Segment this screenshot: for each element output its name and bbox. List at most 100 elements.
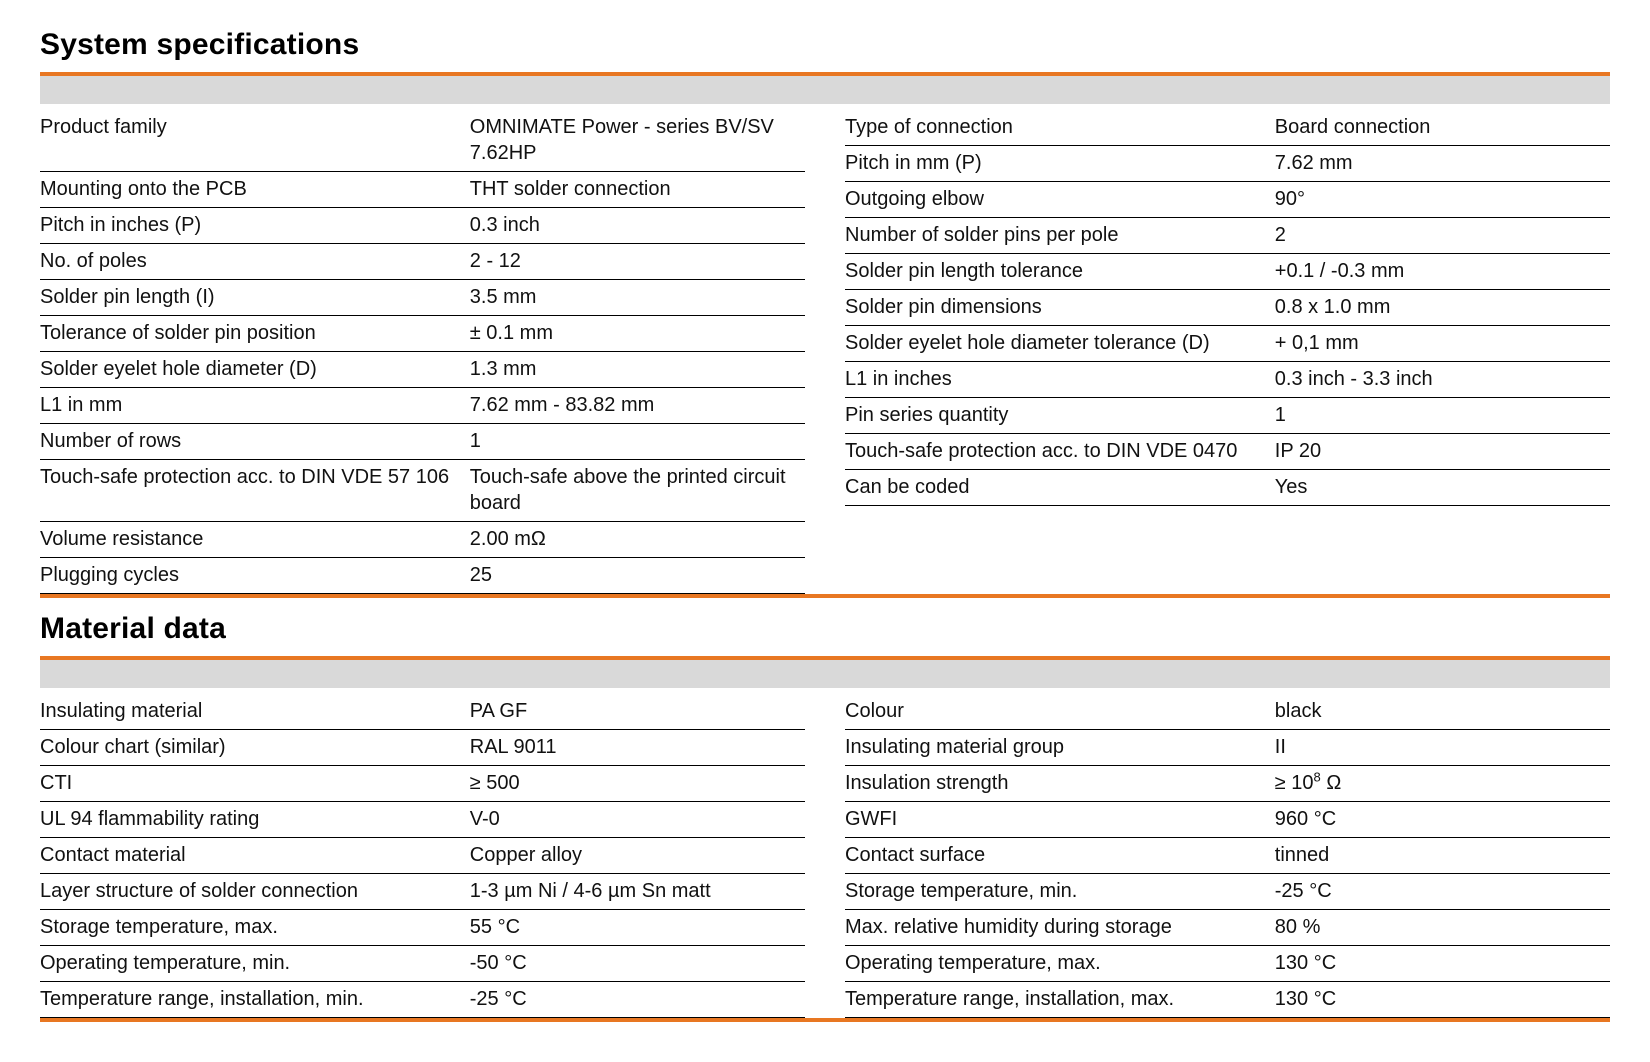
spec-value: OMNIMATE Power - series BV/SV 7.62HP bbox=[470, 110, 805, 171]
spec-label: L1 in mm bbox=[40, 388, 470, 423]
spec-row: No. of poles2 - 12 bbox=[40, 244, 805, 280]
spec-label: Storage temperature, min. bbox=[845, 874, 1275, 909]
spec-value: 7.62 mm - 83.82 mm bbox=[470, 388, 805, 423]
spec-value: 2 - 12 bbox=[470, 244, 805, 279]
spec-row: Solder pin dimensions0.8 x 1.0 mm bbox=[845, 290, 1610, 326]
spec-columns: Product familyOMNIMATE Power - series BV… bbox=[40, 110, 1610, 594]
grey-header-bar bbox=[40, 660, 1610, 688]
spec-label: Number of rows bbox=[40, 424, 470, 459]
spec-row: Pitch in mm (P)7.62 mm bbox=[845, 146, 1610, 182]
spec-label: Can be coded bbox=[845, 470, 1275, 505]
spec-label: Insulating material group bbox=[845, 730, 1275, 765]
spec-value: 7.62 mm bbox=[1275, 146, 1610, 181]
spec-label: Solder pin length tolerance bbox=[845, 254, 1275, 289]
spec-label: Solder pin dimensions bbox=[845, 290, 1275, 325]
spec-label: Solder pin length (I) bbox=[40, 280, 470, 315]
spec-label: Temperature range, installation, max. bbox=[845, 982, 1275, 1017]
spec-label: Touch-safe protection acc. to DIN VDE 04… bbox=[845, 434, 1275, 469]
spec-label: Pitch in mm (P) bbox=[845, 146, 1275, 181]
spec-row: Plugging cycles25 bbox=[40, 558, 805, 594]
spec-value: ≥ 108 Ω bbox=[1275, 766, 1610, 801]
spec-value: 0.3 inch - 3.3 inch bbox=[1275, 362, 1610, 397]
spec-label: Mounting onto the PCB bbox=[40, 172, 470, 207]
spec-value: 55 °C bbox=[470, 910, 805, 945]
spec-row: Storage temperature, max.55 °C bbox=[40, 910, 805, 946]
spec-row: Number of rows1 bbox=[40, 424, 805, 460]
spec-row: Colour chart (similar)RAL 9011 bbox=[40, 730, 805, 766]
spec-row: L1 in inches0.3 inch - 3.3 inch bbox=[845, 362, 1610, 398]
spec-row: Contact surfacetinned bbox=[845, 838, 1610, 874]
spec-row: L1 in mm7.62 mm - 83.82 mm bbox=[40, 388, 805, 424]
spec-value: -50 °C bbox=[470, 946, 805, 981]
spec-value: tinned bbox=[1275, 838, 1610, 873]
spec-label: Pin series quantity bbox=[845, 398, 1275, 433]
spec-value: 0.3 inch bbox=[470, 208, 805, 243]
spec-value: 130 °C bbox=[1275, 946, 1610, 981]
spec-label: Storage temperature, max. bbox=[40, 910, 470, 945]
spec-row: Mounting onto the PCBTHT solder connecti… bbox=[40, 172, 805, 208]
spec-value: 1.3 mm bbox=[470, 352, 805, 387]
spec-row: Solder eyelet hole diameter tolerance (D… bbox=[845, 326, 1610, 362]
spec-value: IP 20 bbox=[1275, 434, 1610, 469]
spec-value: 0.8 x 1.0 mm bbox=[1275, 290, 1610, 325]
spec-value: -25 °C bbox=[470, 982, 805, 1017]
spec-value: 960 °C bbox=[1275, 802, 1610, 837]
spec-value: PA GF bbox=[470, 694, 805, 729]
spec-row: CTI≥ 500 bbox=[40, 766, 805, 802]
spec-label: Tolerance of solder pin position bbox=[40, 316, 470, 351]
spec-row: Can be codedYes bbox=[845, 470, 1610, 506]
spec-value: black bbox=[1275, 694, 1610, 729]
spec-row: Temperature range, installation, min.-25… bbox=[40, 982, 805, 1018]
spec-label: CTI bbox=[40, 766, 470, 801]
spec-value: 25 bbox=[470, 558, 805, 593]
spec-row: Insulation strength≥ 108 Ω bbox=[845, 766, 1610, 802]
spec-value: 2 bbox=[1275, 218, 1610, 253]
spec-value: Copper alloy bbox=[470, 838, 805, 873]
spec-label: Insulation strength bbox=[845, 766, 1275, 801]
spec-row: Max. relative humidity during storage80 … bbox=[845, 910, 1610, 946]
spec-label: Solder eyelet hole diameter tolerance (D… bbox=[845, 326, 1275, 361]
spec-column-right: Type of connectionBoard connectionPitch … bbox=[845, 110, 1610, 594]
spec-value: +0.1 / -0.3 mm bbox=[1275, 254, 1610, 289]
spec-label: Solder eyelet hole diameter (D) bbox=[40, 352, 470, 387]
spec-row: UL 94 flammability ratingV-0 bbox=[40, 802, 805, 838]
spec-row: GWFI960 °C bbox=[845, 802, 1610, 838]
spec-row: Layer structure of solder connection1-3 … bbox=[40, 874, 805, 910]
spec-value: 1 bbox=[1275, 398, 1610, 433]
spec-label: L1 in inches bbox=[845, 362, 1275, 397]
spec-row: Product familyOMNIMATE Power - series BV… bbox=[40, 110, 805, 172]
spec-value: -25 °C bbox=[1275, 874, 1610, 909]
grey-header-bar bbox=[40, 76, 1610, 104]
spec-label: Contact surface bbox=[845, 838, 1275, 873]
spec-label: Operating temperature, max. bbox=[845, 946, 1275, 981]
spec-value: V-0 bbox=[470, 802, 805, 837]
spec-label: No. of poles bbox=[40, 244, 470, 279]
spec-row: Solder eyelet hole diameter (D)1.3 mm bbox=[40, 352, 805, 388]
spec-label: GWFI bbox=[845, 802, 1275, 837]
spec-value: + 0,1 mm bbox=[1275, 326, 1610, 361]
spec-row: Operating temperature, max.130 °C bbox=[845, 946, 1610, 982]
spec-column-right: ColourblackInsulating material groupIIIn… bbox=[845, 694, 1610, 1018]
spec-label: Colour bbox=[845, 694, 1275, 729]
spec-row: Solder pin length tolerance+0.1 / -0.3 m… bbox=[845, 254, 1610, 290]
spec-value: 1 bbox=[470, 424, 805, 459]
spec-label: Contact material bbox=[40, 838, 470, 873]
spec-label: Volume resistance bbox=[40, 522, 470, 557]
spec-row: Colourblack bbox=[845, 694, 1610, 730]
spec-label: Temperature range, installation, min. bbox=[40, 982, 470, 1017]
spec-label: Touch-safe protection acc. to DIN VDE 57… bbox=[40, 460, 470, 495]
spec-sheet-page: System specificationsProduct familyOMNIM… bbox=[0, 0, 1650, 1062]
spec-label: Number of solder pins per pole bbox=[845, 218, 1275, 253]
spec-label: UL 94 flammability rating bbox=[40, 802, 470, 837]
spec-label: Type of connection bbox=[845, 110, 1275, 145]
section-gap bbox=[40, 598, 1610, 612]
spec-row: Storage temperature, min.-25 °C bbox=[845, 874, 1610, 910]
spec-value: ≥ 500 bbox=[470, 766, 805, 801]
spec-row: Operating temperature, min.-50 °C bbox=[40, 946, 805, 982]
spec-row: Solder pin length (I)3.5 mm bbox=[40, 280, 805, 316]
spec-value: 90° bbox=[1275, 182, 1610, 217]
spec-label: Layer structure of solder connection bbox=[40, 874, 470, 909]
spec-column-left: Insulating materialPA GFColour chart (si… bbox=[40, 694, 805, 1018]
spec-value: 130 °C bbox=[1275, 982, 1610, 1017]
spec-row: Temperature range, installation, max.130… bbox=[845, 982, 1610, 1018]
